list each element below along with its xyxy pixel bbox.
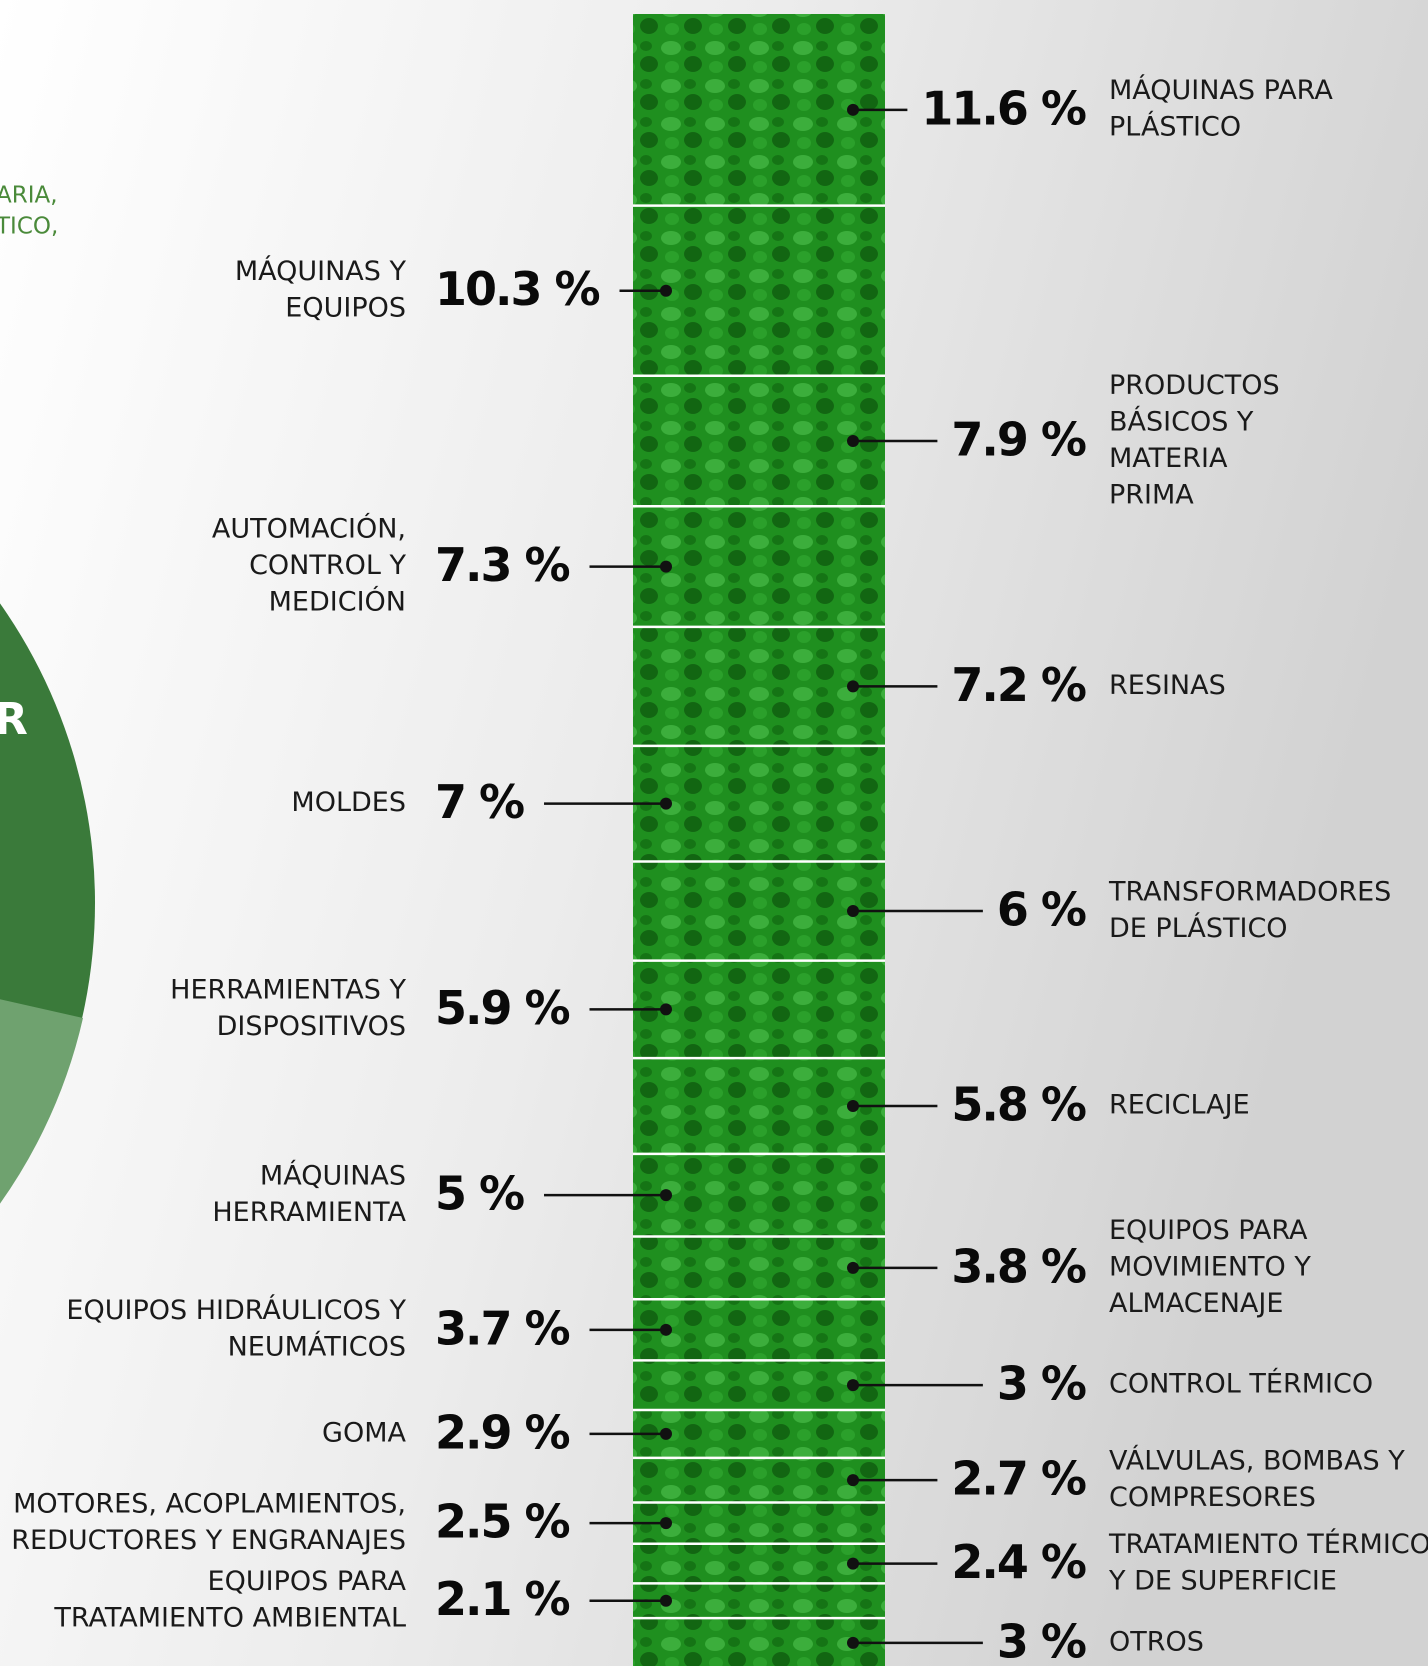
category-label: HERRAMIENTAS Y xyxy=(170,975,406,1006)
leader-dot xyxy=(847,680,859,692)
leader-dot xyxy=(660,1595,672,1607)
category-label: EQUIPOS HIDRÁULICOS Y xyxy=(66,1294,406,1326)
leader-dot xyxy=(847,1100,859,1112)
category-label: PRODUCTOS xyxy=(1109,370,1280,401)
value-label: 6 % xyxy=(997,883,1086,937)
category-label: AUTOMACIÓN, xyxy=(212,513,406,545)
category-label: GOMA xyxy=(322,1417,406,1448)
value-label: 7 % xyxy=(435,775,524,829)
category-label: TRANSFORMADORES xyxy=(1108,876,1391,907)
leader-dot xyxy=(847,1637,859,1649)
category-label: BÁSICOS Y xyxy=(1109,405,1254,437)
category-label: HERRAMIENTA xyxy=(212,1197,406,1228)
leader-dot xyxy=(660,1324,672,1336)
category-label: DE PLÁSTICO xyxy=(1109,912,1288,944)
category-label: REDUCTORES Y ENGRANAJES xyxy=(11,1525,406,1556)
leader-dot xyxy=(847,1262,859,1274)
value-label: 10.3 % xyxy=(435,262,600,316)
category-label: MOVIMIENTO Y xyxy=(1109,1251,1311,1282)
value-label: 2.9 % xyxy=(435,1405,570,1459)
value-label: 3 % xyxy=(997,1357,1086,1411)
category-label: RESINAS xyxy=(1109,670,1226,701)
leader-dot xyxy=(847,905,859,917)
category-label: MÁQUINAS PARA xyxy=(1109,74,1333,106)
leader-dot xyxy=(847,104,859,116)
category-label: CONTROL Y xyxy=(249,550,406,581)
category-label: EQUIPOS xyxy=(285,292,406,323)
leader-dot xyxy=(847,435,859,447)
category-label: TRATAMIENTO TÉRMICO xyxy=(1108,1528,1428,1560)
category-label: PRIMA xyxy=(1109,479,1194,510)
chart: ARIA, TICO, R 11.6 % MÁQUINAS PARA PLÁSTIC… xyxy=(0,0,1428,1666)
value-label: 7.2 % xyxy=(951,658,1086,712)
value-label: 5.9 % xyxy=(435,981,570,1035)
category-label: RECICLAJE xyxy=(1109,1089,1250,1120)
category-label: EQUIPOS PARA xyxy=(1109,1215,1308,1246)
category-label: MOTORES, ACOPLAMIENTOS, xyxy=(13,1488,406,1519)
category-label: ALMACENAJE xyxy=(1109,1288,1283,1319)
value-label: 7.3 % xyxy=(435,538,570,592)
category-label: NEUMÁTICOS xyxy=(228,1331,406,1363)
value-label: 2.4 % xyxy=(951,1535,1086,1589)
bar-column xyxy=(633,14,885,1666)
value-label: 11.6 % xyxy=(921,81,1086,135)
category-label: TRATAMIENTO AMBIENTAL xyxy=(53,1602,406,1633)
fragment-text: ARIA, xyxy=(0,183,58,209)
leader-dot xyxy=(660,1003,672,1015)
category-label: OTROS xyxy=(1109,1626,1204,1657)
fragment-text: TICO, xyxy=(0,214,58,240)
category-label: COMPRESORES xyxy=(1109,1482,1316,1513)
leader-dot xyxy=(847,1379,859,1391)
leader-dot xyxy=(847,1558,859,1570)
leader-dot xyxy=(660,1517,672,1529)
category-label: MEDICIÓN xyxy=(269,586,406,618)
category-label: MÁQUINAS Y xyxy=(235,255,407,287)
value-label: 2.5 % xyxy=(435,1495,570,1549)
value-label: 3.8 % xyxy=(951,1239,1086,1293)
category-label: VÁLVULAS, BOMBAS Y xyxy=(1109,1444,1405,1476)
category-label: MÁQUINAS xyxy=(260,1159,406,1191)
value-label: 5.8 % xyxy=(951,1077,1086,1131)
value-label: 2.7 % xyxy=(951,1452,1086,1506)
leader-dot xyxy=(660,1428,672,1440)
leader-dot xyxy=(660,561,672,573)
value-label: 2.1 % xyxy=(435,1572,570,1626)
page: {"chart_data": {"type": "stacked-column"… xyxy=(0,0,1428,1666)
category-label: EQUIPOS PARA xyxy=(208,1566,407,1597)
value-label: 3 % xyxy=(997,1614,1086,1666)
value-label: 5 % xyxy=(435,1167,524,1221)
value-label: 3.7 % xyxy=(435,1301,570,1355)
category-label: CONTROL TÉRMICO xyxy=(1109,1368,1373,1400)
leader-dot xyxy=(847,1474,859,1486)
leader-dot xyxy=(660,285,672,297)
category-label: Y DE SUPERFICIE xyxy=(1108,1565,1337,1596)
category-label: MATERIA xyxy=(1109,443,1228,474)
category-label: PLÁSTICO xyxy=(1109,111,1241,143)
category-label: DISPOSITIVOS xyxy=(217,1011,406,1042)
leader-dot xyxy=(660,1189,672,1201)
fragment-text: R xyxy=(0,694,28,745)
value-label: 7.9 % xyxy=(951,413,1086,467)
category-label: MOLDES xyxy=(291,787,406,818)
leader-dot xyxy=(660,798,672,810)
